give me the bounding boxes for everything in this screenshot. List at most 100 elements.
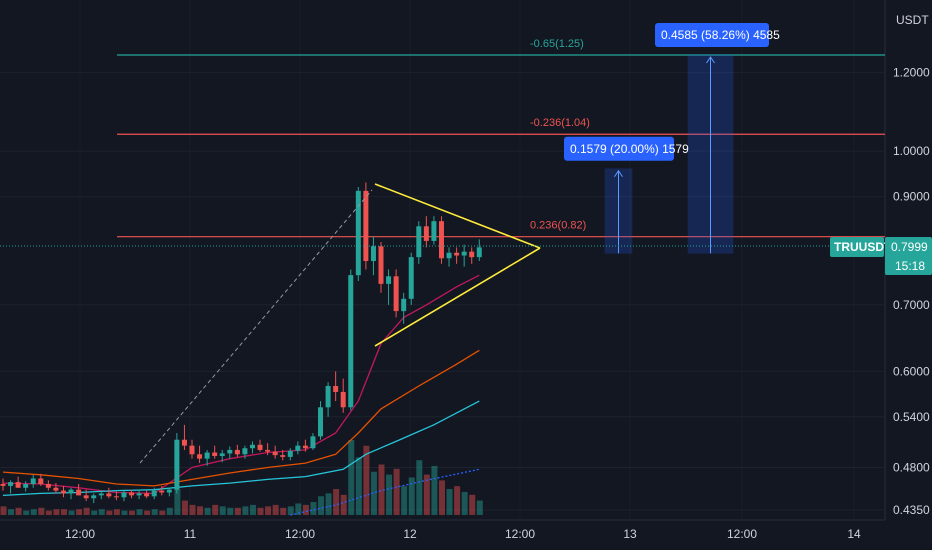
candle: [461, 244, 467, 267]
candle: [98, 490, 104, 500]
target-info-box: [655, 22, 769, 47]
volume-bar: [416, 460, 423, 515]
candle: [38, 473, 44, 486]
candle-body: [23, 484, 29, 488]
moving-average-line: [2, 349, 480, 487]
candle-body: [431, 221, 437, 241]
candle-body: [204, 452, 210, 459]
volume-bar: [30, 509, 37, 515]
y-tick-label: 0.5400: [893, 410, 930, 424]
x-tick-label: 12:00: [285, 527, 315, 541]
candle: [68, 487, 74, 500]
target-boxes: 0.1579 (20.00%) 1579 0.4585 (58.26%) 4585: [564, 22, 780, 254]
triangle-lower-line[interactable]: [374, 247, 541, 347]
candle-body: [0, 484, 6, 486]
candle: [325, 382, 331, 417]
y-tick-label: 1.2000: [893, 66, 930, 80]
candle-body: [446, 252, 452, 259]
trend-guide-dashed[interactable]: [139, 189, 373, 464]
volume-bar: [234, 507, 241, 515]
candle-body: [60, 490, 66, 494]
candle: [249, 441, 255, 454]
candle: [15, 476, 21, 488]
candle: [83, 489, 89, 502]
volume-bar: [212, 504, 219, 515]
target-info-label: 0.1579 (20.00%) 1579: [570, 142, 689, 156]
candle-body: [113, 496, 119, 498]
candle: [408, 252, 414, 305]
candle-body: [219, 453, 225, 457]
volume-bar: [476, 500, 483, 515]
candle-body: [227, 449, 233, 454]
target-arrowhead: [706, 56, 715, 64]
candle: [393, 269, 399, 318]
volume-bar: [363, 445, 370, 515]
candle: [476, 239, 482, 262]
candle: [234, 444, 240, 457]
candle-body: [249, 444, 255, 449]
candle-body: [318, 407, 324, 437]
candle-body: [272, 451, 278, 456]
candle: [446, 247, 452, 267]
x-tick-label: 13: [623, 527, 637, 541]
volume-bar: [310, 502, 317, 515]
candle-body: [393, 276, 399, 312]
candle: [370, 236, 376, 276]
candle-body: [386, 276, 392, 284]
candle: [106, 487, 112, 499]
moving-average-line: [2, 400, 480, 497]
drawings[interactable]: [139, 183, 541, 464]
volume-bar: [60, 509, 67, 515]
candle-body: [370, 246, 376, 262]
fib-levels: -0.65(1.25) -0.236(1.04) 0.236(0.82): [117, 38, 885, 238]
volume-bar: [83, 507, 90, 515]
price-axis[interactable]: USDT 1.2000 1.0000 0.9000 0.7000 0.6000 0.540…: [893, 13, 930, 517]
candle: [0, 478, 6, 491]
moving-average-line: [2, 274, 480, 495]
candle-body: [151, 490, 157, 497]
y-tick-label: 1.0000: [893, 144, 930, 158]
candle-body: [189, 445, 195, 455]
x-tick-label: 12:00: [727, 527, 757, 541]
candle: [340, 378, 346, 413]
volume-bar: [348, 440, 355, 515]
volume-bar: [295, 503, 302, 515]
volume-bar: [159, 510, 166, 515]
last-price-label: TRUUSDT 0.7999 15:18: [0, 237, 932, 275]
volume-bar: [174, 489, 181, 515]
candle-body: [355, 190, 361, 276]
fib-level-label: -0.65(1.25): [530, 38, 584, 50]
candle: [113, 491, 119, 501]
volume-bar: [325, 493, 332, 515]
candle: [212, 445, 218, 459]
volume-bars: [0, 440, 483, 515]
candle: [159, 485, 165, 496]
volume-bar: [23, 510, 30, 515]
candle-body: [325, 385, 331, 408]
volume-bar: [318, 496, 325, 515]
volume-bar: [386, 474, 393, 515]
volume-bar: [53, 509, 60, 515]
volume-bar: [454, 486, 461, 515]
candle-body: [121, 492, 127, 498]
candle-body: [129, 492, 135, 496]
candle: [378, 241, 384, 293]
candle-body: [197, 454, 203, 459]
time-axis[interactable]: 12:00 11 12:00 12 12:00 13 12:00 14: [65, 527, 861, 541]
x-tick-label: 14: [847, 527, 861, 541]
volume-bar: [461, 491, 468, 515]
volume-bar: [265, 506, 272, 515]
candle: [416, 221, 422, 264]
candle: [265, 443, 271, 456]
volume-bar: [151, 509, 158, 515]
candle-body: [363, 190, 369, 262]
quote-currency-label: USDT: [896, 13, 929, 27]
candle-body: [242, 448, 248, 455]
volume-bar: [181, 500, 188, 515]
y-tick-label: 0.7000: [893, 298, 930, 312]
triangle-upper-line[interactable]: [374, 183, 541, 249]
candle-body: [287, 450, 293, 457]
candle: [363, 182, 369, 270]
candle: [287, 448, 293, 461]
